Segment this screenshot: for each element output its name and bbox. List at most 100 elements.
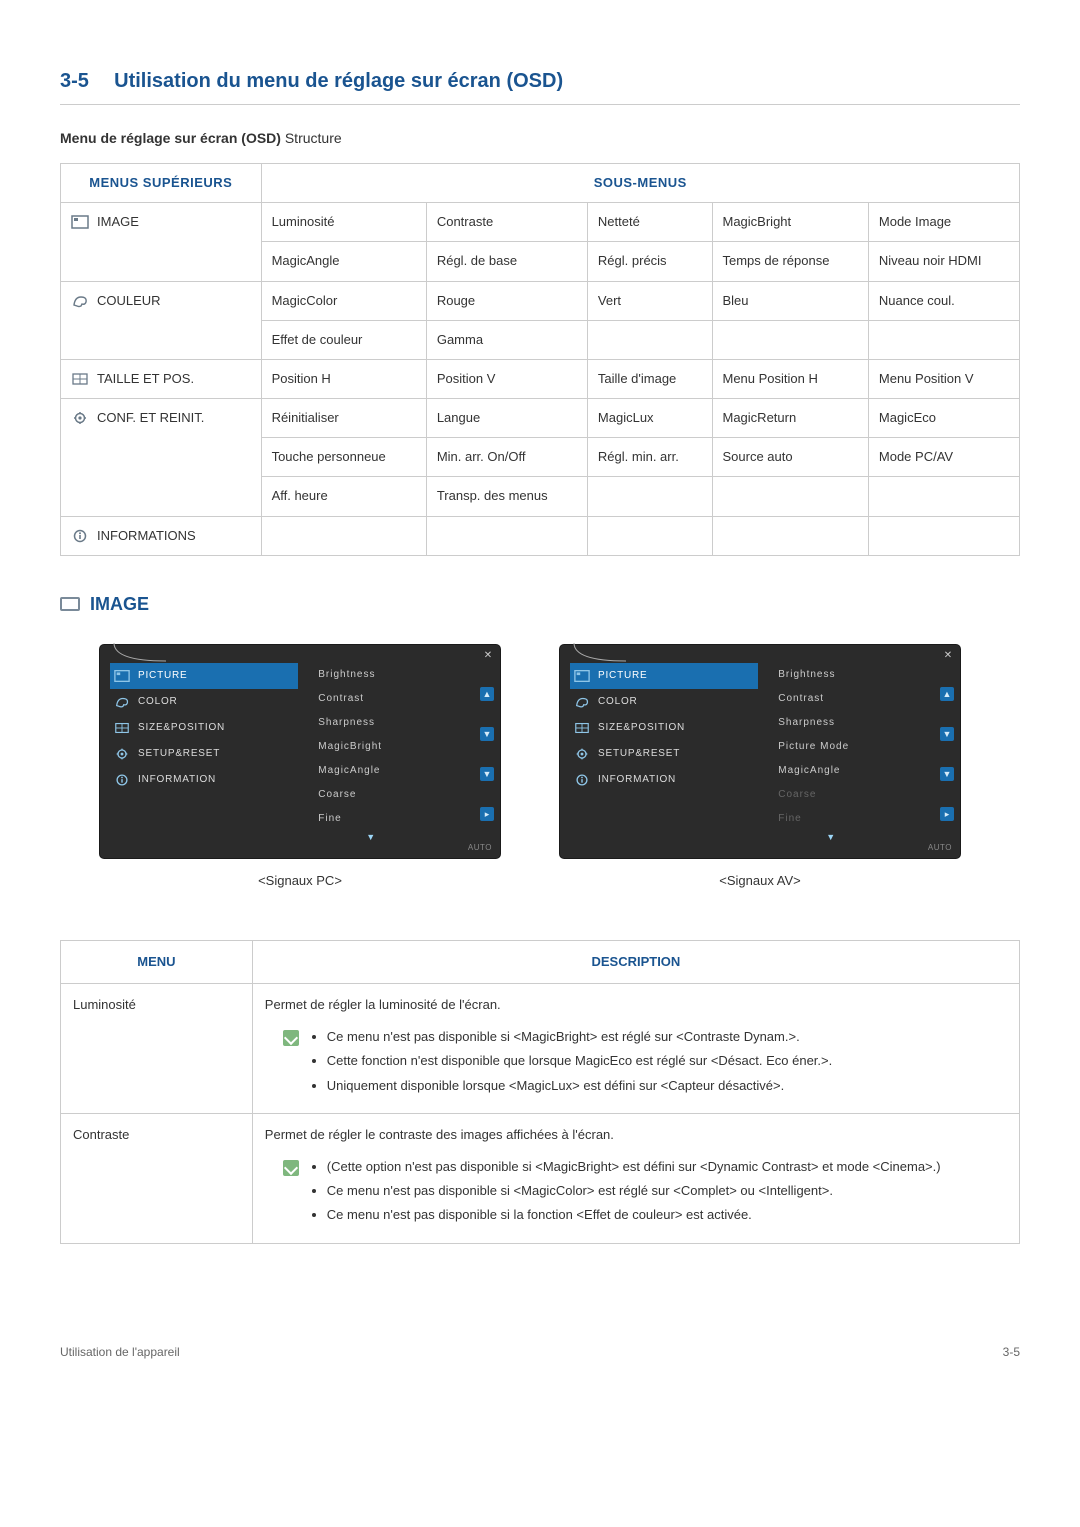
osd-submenu-item[interactable]: Sharpness [316,711,490,735]
osd-curve-decoration [112,641,168,663]
submenu-cell: Source auto [712,438,868,477]
submenu-cell [868,516,1019,555]
picture-icon [60,597,80,611]
submenu-cell: Niveau noir HDMI [868,242,1019,281]
submenu-cell: Transp. des menus [426,477,587,516]
submenu-cell: Gamma [426,320,587,359]
note-item: (Cette option n'est pas disponible si <M… [327,1158,941,1176]
osd-scroll-button[interactable]: ▲ [480,687,494,701]
osd-scroll-button[interactable]: ▼ [940,727,954,741]
upper-menu-label: TAILLE ET POS. [97,370,194,388]
osd-submenu-item[interactable]: MagicAngle [776,759,950,783]
submenu-cell: Mode Image [868,203,1019,242]
osd-submenu-item[interactable]: Coarse [316,783,490,807]
submenu-cell [712,477,868,516]
osd-submenu-item[interactable]: Fine [776,807,950,831]
footer-left: Utilisation de l'appareil [60,1344,180,1361]
structure-table: MENUS SUPÉRIEURS SOUS-MENUS IMAGELuminos… [60,163,1020,556]
submenu-cell [868,477,1019,516]
osd-curve-decoration [572,641,628,663]
osd-menu-color[interactable]: COLOR [110,689,298,715]
info-icon [574,773,590,787]
submenu-cell [712,320,868,359]
desc-intro: Permet de régler la luminosité de l'écra… [265,996,1007,1014]
osd-submenu-item[interactable]: Brightness [316,663,490,687]
submenu-cell: Mode PC/AV [868,438,1019,477]
osd-pc-box: ✕AUTOPICTURECOLORSIZE&POSITIONSETUP&RESE… [100,645,500,858]
gear-icon [574,747,590,761]
osd-menu-label: INFORMATION [138,773,216,787]
osd-menu-sizepos[interactable]: SIZE&POSITION [570,715,758,741]
picture-icon [71,215,89,229]
info-icon [71,529,89,543]
osd-submenu-item[interactable]: Picture Mode [776,735,950,759]
auto-label: AUTO [928,842,952,853]
submenu-cell: Régl. min. arr. [587,438,712,477]
subheading-bold: Menu de réglage sur écran (OSD) [60,130,281,146]
subheading-rest: Structure [285,130,342,146]
osd-menu-label: PICTURE [598,669,648,683]
submenu-cell: Menu Position V [868,359,1019,398]
osd-menu-info[interactable]: INFORMATION [110,767,298,793]
note-list: Ce menu n'est pas disponible si <MagicBr… [309,1028,832,1101]
submenu-cell: MagicColor [261,281,426,320]
osd-menu-gear[interactable]: SETUP&RESET [570,741,758,767]
osd-submenu-item[interactable]: Contrast [316,687,490,711]
th-upper-menus: MENUS SUPÉRIEURS [61,163,262,202]
th-sub-menus: SOUS-MENUS [261,163,1019,202]
sizepos-icon [574,721,590,735]
picture-icon [574,669,590,683]
th-menu: MENU [61,940,253,983]
osd-submenu-item[interactable]: Brightness [776,663,950,687]
osd-submenu-item[interactable]: Coarse [776,783,950,807]
osd-menu-color[interactable]: COLOR [570,689,758,715]
submenu-cell: Réinitialiser [261,399,426,438]
desc-description-cell: Permet de régler le contraste des images… [252,1113,1019,1243]
osd-pc-caption: <Signaux PC> [100,872,500,890]
upper-menu-label: INFORMATIONS [97,527,196,545]
osd-scroll-button[interactable]: ▸ [940,807,954,821]
osd-menu-sizepos[interactable]: SIZE&POSITION [110,715,298,741]
osd-scroll-button[interactable]: ▼ [480,767,494,781]
osd-scroll-button[interactable]: ▸ [480,807,494,821]
submenu-cell: Menu Position H [712,359,868,398]
note-list: (Cette option n'est pas disponible si <M… [309,1158,941,1231]
section-number: 3-5 [60,70,89,92]
close-icon[interactable]: ✕ [942,649,954,661]
structure-subheading: Menu de réglage sur écran (OSD) Structur… [60,129,1020,149]
submenu-cell: MagicReturn [712,399,868,438]
osd-menu-picture[interactable]: PICTURE [570,663,758,689]
close-icon[interactable]: ✕ [482,649,494,661]
chevron-down-icon[interactable]: ▼ [316,831,490,844]
note-item: Cette fonction n'est disponible que lors… [327,1052,832,1070]
osd-submenu-item[interactable]: MagicBright [316,735,490,759]
osd-menu-label: SIZE&POSITION [598,721,685,735]
osd-submenu-item[interactable]: Contrast [776,687,950,711]
osd-menu-info[interactable]: INFORMATION [570,767,758,793]
osd-menu-label: COLOR [138,695,178,709]
note-item: Ce menu n'est pas disponible si <MagicCo… [327,1182,941,1200]
note-item: Ce menu n'est pas disponible si la fonct… [327,1206,941,1224]
osd-scroll-button[interactable]: ▲ [940,687,954,701]
osd-menu-label: PICTURE [138,669,188,683]
note-item: Ce menu n'est pas disponible si <MagicBr… [327,1028,832,1046]
submenu-cell: Rouge [426,281,587,320]
submenu-cell: Netteté [587,203,712,242]
sizepos-icon [71,372,89,386]
submenu-cell [261,516,426,555]
upper-menu-cell: COULEUR [61,281,262,359]
osd-scroll-button[interactable]: ▼ [480,727,494,741]
osd-menu-picture[interactable]: PICTURE [110,663,298,689]
submenu-cell: MagicAngle [261,242,426,281]
osd-submenu-item[interactable]: Fine [316,807,490,831]
note-item: Uniquement disponible lorsque <MagicLux>… [327,1077,832,1095]
submenu-cell [868,320,1019,359]
osd-menu-gear[interactable]: SETUP&RESET [110,741,298,767]
osd-submenu-item[interactable]: MagicAngle [316,759,490,783]
osd-scroll-button[interactable]: ▼ [940,767,954,781]
osd-submenu-item[interactable]: Sharpness [776,711,950,735]
picture-icon [114,669,130,683]
chevron-down-icon[interactable]: ▼ [776,831,950,844]
submenu-cell [587,477,712,516]
upper-menu-label: COULEUR [97,292,161,310]
